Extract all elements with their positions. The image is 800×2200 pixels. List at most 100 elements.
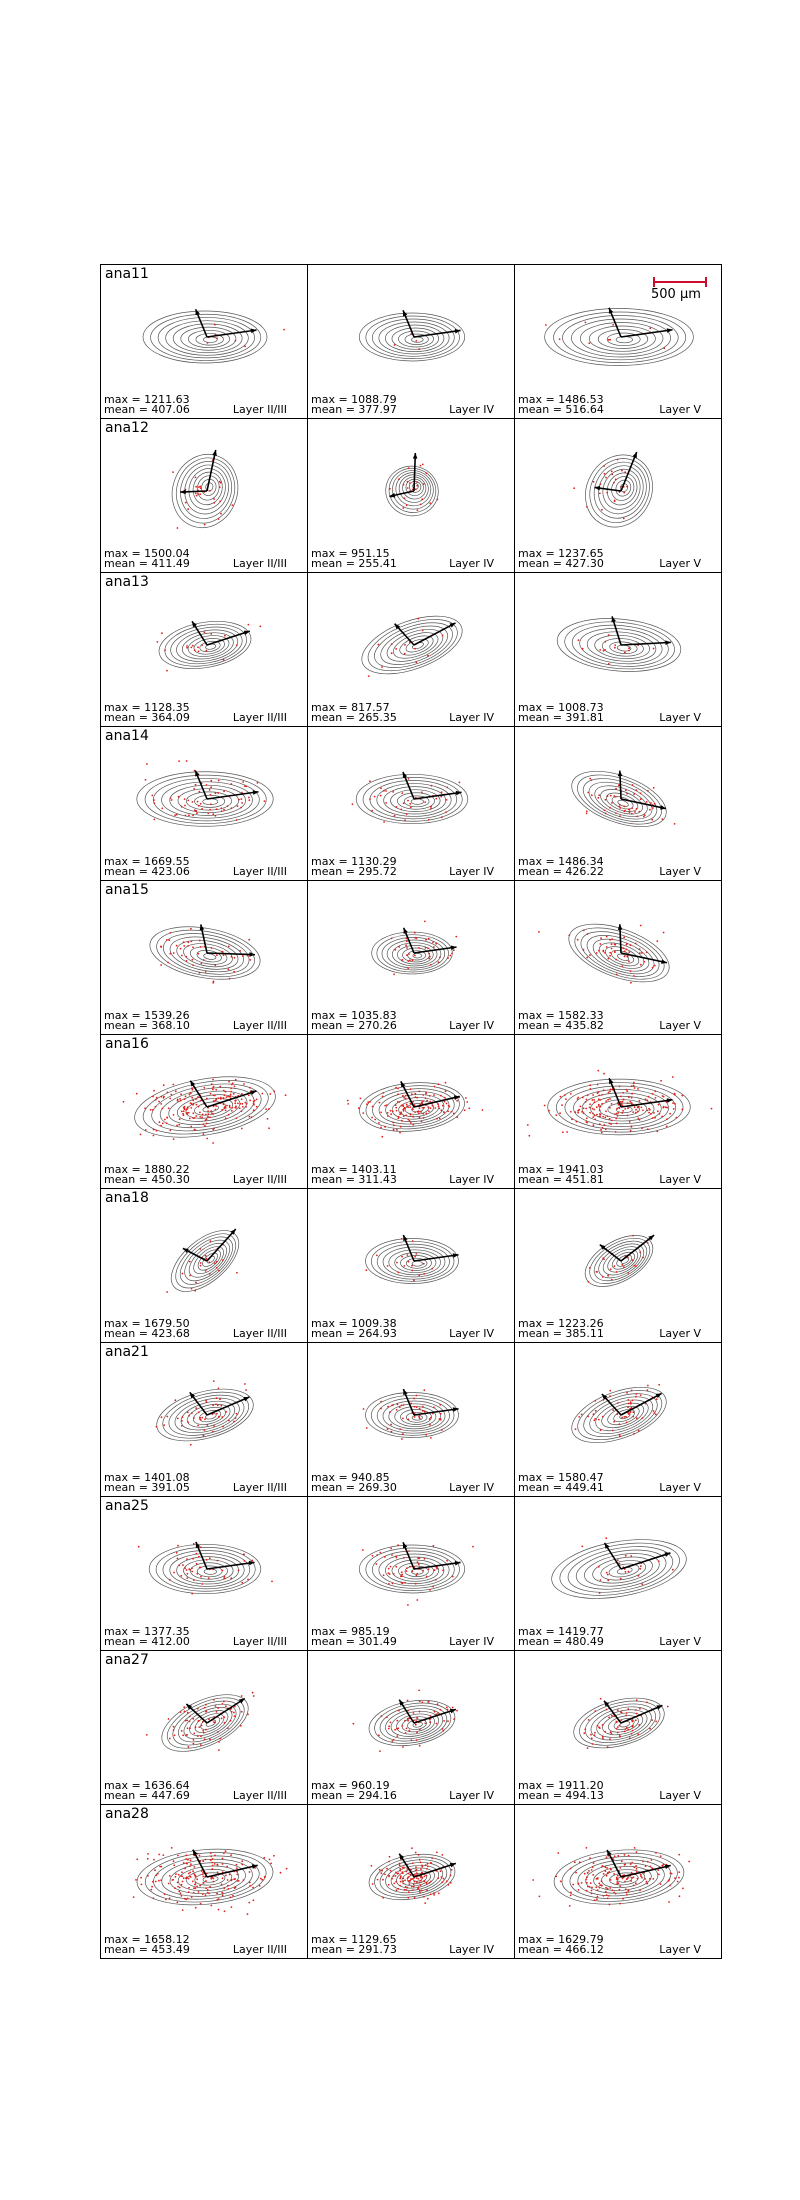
contour-plot: [584, 1234, 655, 1287]
data-point: [632, 1415, 635, 1418]
contour-level: [134, 1076, 276, 1138]
data-point: [386, 1265, 389, 1267]
data-point: [398, 1862, 401, 1865]
data-point: [235, 1117, 238, 1120]
data-point: [406, 1699, 409, 1702]
data-point: [609, 1268, 612, 1271]
panel-stats: max = 1486.34 mean = 426.22: [518, 856, 604, 877]
row-label: ana18: [105, 1190, 149, 1206]
max-value: max = 1580.47: [518, 1471, 604, 1484]
data-point: [616, 1107, 618, 1110]
data-point: [252, 1695, 255, 1697]
principal-axis-arrow: [413, 1407, 459, 1416]
data-point: [164, 649, 166, 652]
data-point: [609, 794, 612, 797]
contour-level: [380, 625, 449, 665]
data-point: [386, 1428, 389, 1430]
data-point: [594, 1118, 597, 1121]
data-point: [140, 1883, 143, 1886]
data-point: [635, 1868, 638, 1870]
data-point: [236, 1873, 239, 1876]
data-point: [404, 1581, 406, 1584]
data-point: [187, 1858, 189, 1861]
data-point: [172, 1860, 175, 1863]
data-point: [202, 1123, 205, 1126]
data-point: [205, 649, 208, 652]
contour-level: [577, 774, 662, 825]
data-point: [166, 1291, 168, 1293]
data-point: [228, 1104, 231, 1107]
data-point: [186, 1106, 189, 1109]
scatter-points: [137, 1543, 273, 1595]
data-point: [577, 1096, 580, 1099]
panel-ana15-col1: ana15 max = 1539.26 mean = 368.10 Layer II/…: [100, 880, 308, 1035]
data-point: [616, 1731, 619, 1734]
data-point: [548, 1109, 550, 1112]
data-point: [638, 810, 641, 813]
layer-label: Layer V: [659, 403, 701, 416]
max-value: max = 951.15: [311, 547, 390, 560]
data-point: [187, 1421, 189, 1424]
contour-level: [412, 483, 419, 490]
data-point: [199, 485, 202, 488]
row-label: ana15: [105, 882, 149, 898]
data-point: [198, 1555, 200, 1558]
data-point: [172, 952, 175, 954]
data-point: [346, 1099, 349, 1102]
data-point: [387, 1405, 389, 1408]
contour-level: [169, 784, 246, 816]
data-point: [172, 1114, 175, 1116]
data-point: [650, 1859, 653, 1861]
data-point: [603, 809, 606, 812]
data-point: [223, 1575, 226, 1578]
data-point: [405, 937, 408, 940]
data-point: [365, 1269, 368, 1272]
contour-level: [148, 1543, 262, 1595]
data-point: [638, 948, 641, 950]
data-point: [201, 644, 203, 646]
data-point: [628, 647, 630, 650]
data-point: [441, 1881, 444, 1884]
contour-level: [404, 333, 429, 346]
data-point: [601, 1724, 604, 1726]
data-point: [571, 1118, 573, 1121]
data-point: [413, 1405, 416, 1408]
data-point: [411, 1847, 413, 1850]
data-point: [626, 1114, 629, 1117]
data-point: [402, 1882, 405, 1885]
contour-lines: [553, 1849, 685, 1905]
data-point: [669, 1884, 671, 1887]
data-point: [636, 1877, 639, 1880]
data-point: [395, 1889, 398, 1892]
data-point: [204, 1254, 207, 1257]
data-point: [203, 1086, 206, 1089]
data-point: [214, 1705, 217, 1707]
data-point: [181, 1416, 184, 1419]
panel-ana12-col3: max = 1237.65 mean = 427.30 Layer V: [514, 418, 722, 573]
data-point: [443, 1100, 446, 1103]
data-point: [610, 947, 613, 950]
data-point: [214, 1108, 217, 1111]
data-point: [235, 644, 238, 646]
contour-level: [169, 1553, 245, 1587]
data-point: [203, 1429, 206, 1431]
data-point: [634, 811, 636, 813]
data-point: [605, 1537, 608, 1540]
data-point: [620, 1860, 623, 1863]
data-point: [390, 652, 393, 655]
contour-level: [361, 615, 463, 675]
data-point: [406, 1105, 408, 1107]
data-point: [213, 1698, 215, 1701]
contour-lines: [156, 1388, 254, 1442]
data-point: [623, 810, 626, 813]
data-point: [595, 1271, 598, 1273]
data-point: [386, 1867, 388, 1870]
data-point: [413, 1279, 415, 1282]
data-point: [436, 1851, 438, 1854]
data-point: [219, 1098, 222, 1100]
contour-level: [203, 336, 218, 343]
data-point: [239, 1102, 242, 1105]
secondary-axis-arrow: [180, 489, 208, 495]
data-point: [184, 1867, 186, 1870]
data-point: [663, 347, 666, 350]
